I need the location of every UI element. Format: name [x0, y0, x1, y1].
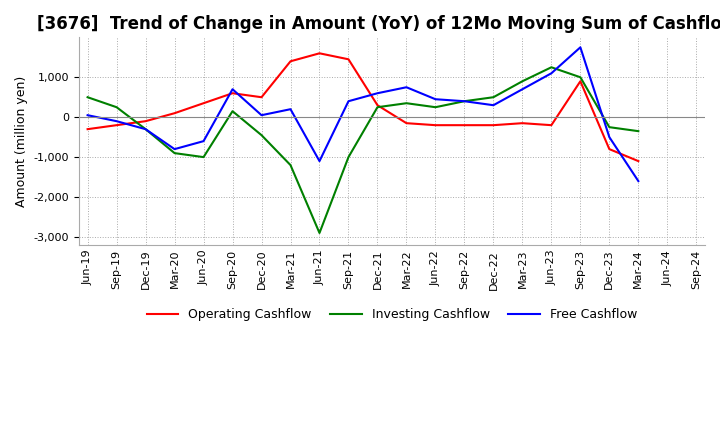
Legend: Operating Cashflow, Investing Cashflow, Free Cashflow: Operating Cashflow, Investing Cashflow, … [142, 303, 642, 326]
Investing Cashflow [112, 105, 121, 110]
Free Cashflow [84, 113, 92, 118]
Free Cashflow [286, 106, 294, 112]
Free Cashflow [228, 87, 237, 92]
Operating Cashflow [373, 103, 382, 108]
Investing Cashflow [373, 105, 382, 110]
Free Cashflow [518, 87, 527, 92]
Free Cashflow [402, 84, 411, 90]
Free Cashflow [460, 99, 469, 104]
Operating Cashflow [141, 118, 150, 124]
Free Cashflow [373, 91, 382, 96]
Operating Cashflow [228, 91, 237, 96]
Operating Cashflow [344, 57, 353, 62]
Operating Cashflow [547, 122, 556, 128]
Investing Cashflow [286, 162, 294, 168]
Operating Cashflow [170, 110, 179, 116]
Title: [3676]  Trend of Change in Amount (YoY) of 12Mo Moving Sum of Cashflows: [3676] Trend of Change in Amount (YoY) o… [37, 15, 720, 33]
Y-axis label: Amount (million yen): Amount (million yen) [15, 76, 28, 207]
Investing Cashflow [605, 125, 613, 130]
Operating Cashflow [576, 79, 585, 84]
Line: Operating Cashflow: Operating Cashflow [88, 53, 639, 161]
Investing Cashflow [199, 154, 208, 160]
Investing Cashflow [344, 154, 353, 160]
Free Cashflow [344, 99, 353, 104]
Line: Investing Cashflow: Investing Cashflow [88, 67, 639, 233]
Free Cashflow [431, 97, 440, 102]
Operating Cashflow [257, 95, 266, 100]
Operating Cashflow [489, 122, 498, 128]
Free Cashflow [170, 147, 179, 152]
Operating Cashflow [605, 147, 613, 152]
Investing Cashflow [547, 65, 556, 70]
Free Cashflow [634, 179, 643, 184]
Operating Cashflow [518, 121, 527, 126]
Operating Cashflow [634, 158, 643, 164]
Line: Free Cashflow: Free Cashflow [88, 48, 639, 181]
Investing Cashflow [634, 128, 643, 134]
Operating Cashflow [315, 51, 324, 56]
Free Cashflow [315, 158, 324, 164]
Free Cashflow [141, 127, 150, 132]
Investing Cashflow [170, 150, 179, 156]
Investing Cashflow [518, 79, 527, 84]
Operating Cashflow [431, 122, 440, 128]
Investing Cashflow [431, 105, 440, 110]
Free Cashflow [547, 71, 556, 76]
Investing Cashflow [141, 127, 150, 132]
Investing Cashflow [315, 230, 324, 235]
Operating Cashflow [199, 101, 208, 106]
Investing Cashflow [84, 95, 92, 100]
Operating Cashflow [112, 122, 121, 128]
Investing Cashflow [228, 109, 237, 114]
Free Cashflow [112, 118, 121, 124]
Free Cashflow [489, 103, 498, 108]
Operating Cashflow [286, 59, 294, 64]
Investing Cashflow [257, 132, 266, 138]
Investing Cashflow [402, 101, 411, 106]
Free Cashflow [257, 113, 266, 118]
Operating Cashflow [460, 122, 469, 128]
Operating Cashflow [402, 121, 411, 126]
Free Cashflow [199, 139, 208, 144]
Operating Cashflow [84, 127, 92, 132]
Investing Cashflow [576, 75, 585, 80]
Free Cashflow [605, 135, 613, 140]
Free Cashflow [576, 45, 585, 50]
Investing Cashflow [460, 99, 469, 104]
Investing Cashflow [489, 95, 498, 100]
